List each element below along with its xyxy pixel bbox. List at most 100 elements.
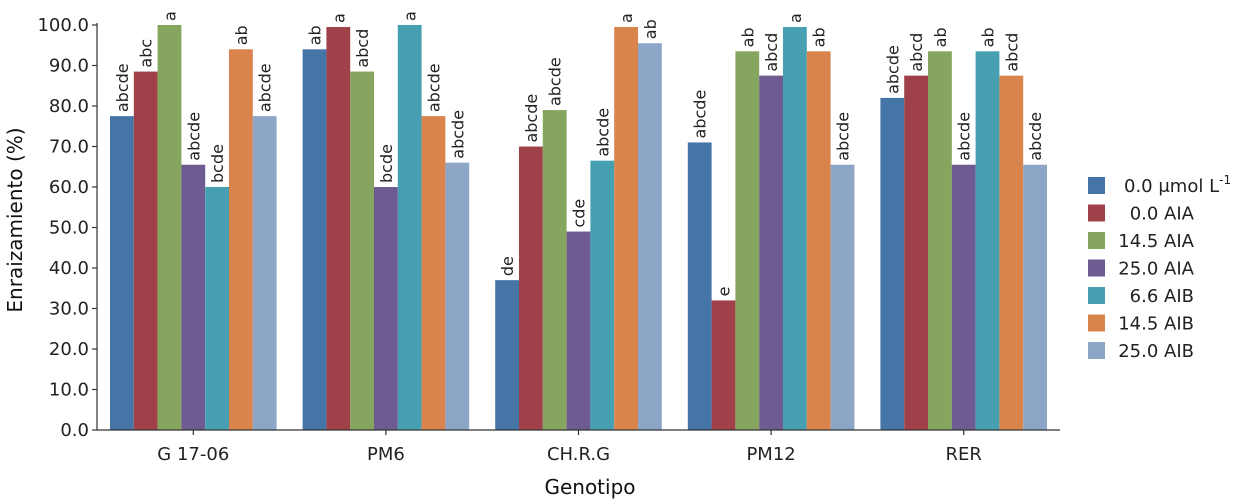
bar [904,75,928,430]
bar [110,116,134,430]
y-tick-label: 100.0 [37,15,89,36]
bar-significance-label: abcde [113,63,132,112]
bar [928,51,952,430]
bar [374,187,398,430]
bar-significance-label: a [161,11,180,21]
legend-swatch [1088,314,1105,332]
legend-label-text: 14.5 AIA [1118,231,1194,252]
legend-label: 0.0 μmol L-1 [1124,173,1231,197]
bar-significance-label: ab [931,27,950,47]
bar-significance-label: de [498,256,517,276]
bar-significance-label: a [329,13,348,23]
bar-significance-label: ab [232,25,251,45]
bar-significance-label: abcde [955,112,974,161]
bar-significance-label: a [617,13,636,23]
bar-significance-label: a [401,11,420,21]
x-axis-ticks: G 17-06 PM6 CH.R.G PM12 RER [157,430,982,465]
x-axis-title: Genotipo [544,475,635,499]
bar [495,280,519,430]
legend: 0.0 μmol L-1 0.0 AIA 14.5 AIA 25.0 AIA 6.6 A… [1088,173,1231,362]
bar [687,142,712,430]
bar [638,43,662,430]
bar-significance-label: ab [306,25,325,45]
y-tick-label: 60.0 [49,177,89,198]
legend-label-text: 0.0 μmol L [1124,176,1219,197]
bar-significance-label: a [786,13,805,23]
bar [302,49,327,431]
bar-significance-label: abcde [522,94,541,143]
legend-label-text: 0.0 AIA [1130,204,1195,225]
bar [157,25,182,430]
bar [614,27,638,431]
bar-significance-label: ab [979,27,998,47]
bar-significance-label: ab [738,27,757,47]
bar-significance-label: abcd [1002,33,1021,72]
bar-significance-label: abcd [353,29,372,68]
bar [445,162,470,430]
bar [759,75,783,430]
bar-significance-label: ab [810,27,829,47]
legend-swatch [1088,177,1105,194]
bar-labels-layer: abcdeabcaabcdebcdeababcdeabaabcdbcdeaabc… [113,11,1045,296]
x-tick-label: G 17-06 [157,444,229,465]
bar-significance-label: abcde [1026,112,1045,161]
legend-label-text: 6.6 AIB [1130,286,1194,307]
legend-label: 14.5 AIB [1118,314,1194,335]
bar-significance-label: abcd [762,33,781,72]
y-tick-label: 10.0 [49,380,89,401]
y-tick-label: 20.0 [49,339,89,360]
y-tick-label: 50.0 [49,218,89,239]
bar-significance-label: abcde [691,90,710,139]
bar-significance-label: e [715,287,734,297]
bar-significance-label: abcde [425,63,444,112]
bar [830,164,855,430]
bar [806,51,831,430]
bar-significance-label: bcde [377,144,396,183]
bar [350,71,374,430]
bar [880,97,905,431]
x-tick-label: CH.R.G [547,444,610,465]
bar [133,71,158,430]
bar-significance-label: abcd [907,33,926,72]
bar-significance-label: abcde [593,108,612,157]
bar [951,164,976,430]
bar [326,27,351,431]
y-axis-ticks: 0.0 10.0 20.0 30.0 40.0 50.0 60.0 70.0 80.0 90.0 1… [37,15,97,441]
legend-swatch [1088,259,1105,277]
bar-significance-label: abcde [448,110,467,159]
y-tick-label: 70.0 [49,137,89,158]
legend-label: 25.0 AIB [1118,341,1194,362]
bar [397,25,422,430]
x-tick-label: PM12 [746,444,795,465]
legend-swatch [1088,287,1105,304]
y-tick-label: 30.0 [49,299,89,320]
legend-swatch [1088,232,1105,249]
bar [519,146,543,430]
bar-significance-label: abcde [883,45,902,94]
bar [783,27,807,431]
legend-label: 0.0 AIA [1130,204,1195,225]
y-tick-label: 80.0 [49,96,89,117]
bar [252,116,277,430]
legend-label: 25.0 AIA [1118,259,1194,280]
bar-significance-label: abcde [184,112,203,161]
bar-significance-label: ab [641,19,660,39]
x-tick-label: RER [946,444,982,465]
legend-label-text: 25.0 AIB [1118,341,1194,362]
y-tick-label: 0.0 [60,420,89,441]
legend-swatch [1088,204,1105,222]
bar [590,160,615,431]
bar-significance-label: abcde [546,57,565,106]
legend-label: 14.5 AIA [1118,231,1194,252]
legend-label-superscript: -1 [1219,173,1231,187]
bar [566,231,591,430]
legend-label: 6.6 AIB [1130,286,1194,307]
bar [711,300,736,430]
bar-significance-label: abcde [256,63,275,112]
bar [421,116,446,430]
bar [975,51,1000,430]
bar [542,110,567,431]
bar [205,187,229,430]
y-tick-label: 90.0 [49,56,89,77]
